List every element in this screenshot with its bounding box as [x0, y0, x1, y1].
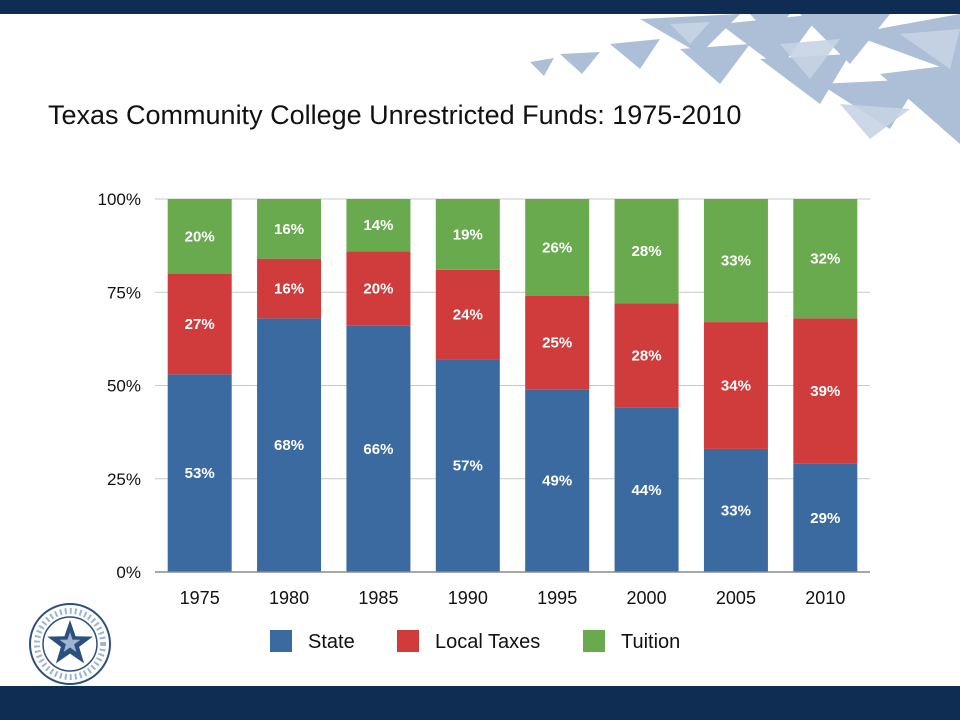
y-tick-label: 50% — [107, 377, 141, 396]
bar-segment — [614, 199, 679, 304]
y-tick-label: 25% — [107, 470, 141, 489]
x-tick-label: 1980 — [269, 588, 309, 608]
texas-star-seal-icon — [29, 603, 111, 685]
x-tick-label: 2010 — [805, 588, 845, 608]
x-tick-label: 1990 — [448, 588, 488, 608]
bar-segment — [346, 325, 411, 572]
x-tick-label: 1975 — [180, 588, 220, 608]
slide-title: Texas Community College Unrestricted Fun… — [48, 100, 742, 130]
data-label: 66% — [363, 441, 393, 458]
data-label: 53% — [185, 465, 215, 482]
data-label: 28% — [632, 243, 662, 260]
legend-label: Local Taxes — [435, 631, 540, 653]
bar-segment — [703, 199, 768, 323]
top-band — [0, 0, 960, 14]
bar-segment — [257, 258, 322, 319]
bar-segment — [167, 199, 232, 274]
data-label: 44% — [632, 482, 662, 499]
data-label: 27% — [185, 316, 215, 333]
x-tick-label: 2005 — [716, 588, 756, 608]
data-label: 16% — [274, 281, 304, 298]
data-label: 49% — [542, 473, 572, 490]
bar-segment — [703, 322, 768, 449]
data-label: 32% — [810, 251, 840, 268]
data-label: 57% — [453, 458, 483, 475]
bar-segment — [167, 273, 232, 375]
stacked-bar-chart: 0% 25% 50% 75% 100% 53% 27% 20% 1975 68% 16% 16% 198… — [98, 190, 870, 653]
y-tick-label: 0% — [116, 563, 141, 582]
bar-segment — [703, 448, 768, 572]
legend-swatch — [583, 630, 605, 652]
bar-segment — [525, 199, 590, 296]
bar-segment — [525, 389, 590, 572]
data-label: 39% — [810, 383, 840, 400]
bar-segment — [257, 199, 322, 259]
data-label: 19% — [453, 226, 483, 243]
bar-segment — [346, 251, 411, 326]
bar-segment — [435, 199, 500, 270]
y-tick-label: 100% — [98, 190, 141, 209]
data-label: 29% — [810, 510, 840, 527]
y-tick-label: 75% — [107, 283, 141, 302]
data-label: 34% — [721, 378, 751, 395]
legend-label: State — [308, 631, 355, 653]
bar-segment — [257, 318, 322, 572]
data-label: 26% — [542, 239, 572, 256]
data-label: 28% — [632, 348, 662, 365]
legend-swatch — [270, 630, 292, 652]
data-label: 16% — [274, 221, 304, 238]
data-label: 20% — [185, 228, 215, 245]
bar-segment — [435, 359, 500, 572]
data-label: 33% — [721, 502, 751, 519]
bar-segment — [614, 303, 679, 408]
x-tick-label: 1995 — [537, 588, 577, 608]
bottom-band — [0, 686, 960, 720]
bar-segment — [525, 295, 590, 390]
decorative-stars-graphic — [530, 14, 960, 144]
x-tick-label: 2000 — [627, 588, 667, 608]
data-label: 24% — [453, 307, 483, 324]
x-tick-label: 1985 — [358, 588, 398, 608]
bar-segment — [167, 374, 232, 572]
data-label: 25% — [542, 335, 572, 352]
bar-segment — [435, 269, 500, 360]
legend-label: Tuition — [621, 631, 680, 653]
data-label: 68% — [274, 437, 304, 454]
bar-segment — [793, 463, 858, 572]
data-label: 33% — [721, 253, 751, 270]
bar-segment — [793, 199, 858, 319]
bar-segment — [346, 199, 411, 252]
bar-segment — [793, 318, 858, 464]
data-label: 20% — [363, 281, 393, 298]
legend-swatch — [397, 630, 419, 652]
data-label: 14% — [363, 217, 393, 234]
bar-segment — [614, 407, 679, 572]
